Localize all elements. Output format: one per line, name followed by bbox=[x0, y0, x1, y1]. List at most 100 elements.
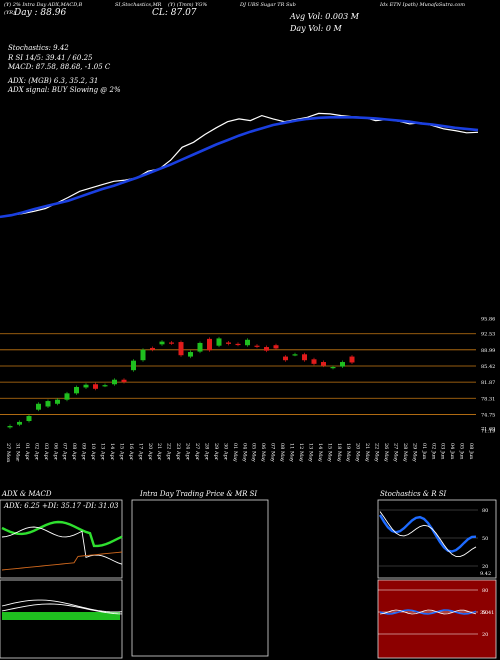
candle-body bbox=[178, 342, 184, 356]
date-tick-label: 27 Mon bbox=[5, 443, 11, 463]
date-tick-label: 17 Apr bbox=[137, 443, 143, 461]
candle-body bbox=[235, 343, 241, 346]
header-line-5: Idx ETN Ipath) MunafaSutra.com bbox=[380, 2, 465, 8]
date-tick-label: 30 Apr bbox=[222, 443, 228, 461]
date-tick-label: 15 May bbox=[326, 443, 332, 462]
date-tick-label: 16 Apr bbox=[128, 443, 134, 461]
price-line bbox=[0, 112, 479, 218]
header-line-2: SI,Stochastics,MR bbox=[115, 2, 162, 8]
price-level-label: 74.75 bbox=[481, 412, 495, 418]
day-price: Day : 88.96 bbox=[14, 8, 67, 18]
candle-body bbox=[169, 342, 174, 344]
rsi-line bbox=[379, 609, 477, 615]
date-tick-label: 13 Apr bbox=[100, 443, 106, 461]
date-tick-label: 01 Apr bbox=[24, 443, 30, 461]
date-tick-label: 13 May bbox=[307, 443, 313, 462]
date-tick-label: 03 Apr bbox=[43, 443, 49, 461]
adx-line bbox=[1, 551, 123, 571]
price-level-label: 95.86 bbox=[481, 317, 495, 323]
adx-macd-title: ADX & MACD bbox=[2, 490, 52, 498]
date-tick-label: 07 May bbox=[270, 443, 276, 462]
candle-body bbox=[159, 341, 165, 345]
adx-values: ADX: 6.25 +DI: 35.17 -DI: 31.03 bbox=[4, 502, 119, 510]
stoch-k-line bbox=[378, 514, 477, 553]
price-level-label: 78.31 bbox=[481, 396, 495, 402]
stoch-d-line bbox=[379, 511, 477, 558]
date-tick-label: 08 Jun bbox=[468, 443, 474, 460]
minus-di-line bbox=[1, 526, 123, 565]
rsi-level-label: 50 bbox=[482, 610, 488, 616]
date-tick-label: 26 May bbox=[383, 443, 389, 462]
date-tick-label: 28 May bbox=[402, 443, 408, 462]
price-level-label: 88.99 bbox=[481, 348, 495, 354]
date-tick-label: 14 Apr bbox=[109, 443, 115, 461]
date-tick-label: 01 Jun bbox=[421, 443, 427, 460]
candle-body bbox=[102, 385, 108, 387]
date-axis: 27 Mon 31 Mar 01 Apr 02 Apr 03 Apr 06 Apr 07 A… bbox=[5, 443, 474, 463]
date-tick-label: 02 Apr bbox=[33, 443, 39, 461]
date-tick-label: 21 May bbox=[364, 443, 370, 462]
rsi-level-label: 80 bbox=[482, 588, 488, 594]
candle-body bbox=[340, 362, 345, 367]
adx-panel-frame bbox=[0, 499, 123, 579]
date-tick-label: 20 Apr bbox=[147, 443, 153, 461]
date-tick-label: 27 Apr bbox=[194, 443, 200, 461]
candle-body bbox=[93, 384, 98, 389]
adx-label: ADX: (MGB) 6.3, 35.2, 31 bbox=[8, 77, 99, 85]
intraday-title: Intra Day Trading Price & MR SI bbox=[140, 490, 258, 498]
candle-body bbox=[197, 342, 203, 352]
candle-body bbox=[150, 347, 155, 350]
date-tick-label: 31 Mar bbox=[14, 443, 20, 462]
date-tick-label: 06 Apr bbox=[52, 443, 58, 461]
macd-label: MACD: 87.58, 88.68, -1.05 C bbox=[8, 63, 111, 71]
date-tick-label: 04 Jun bbox=[449, 443, 455, 460]
moving-average-line bbox=[0, 116, 479, 219]
date-tick-label: 18 May bbox=[336, 443, 342, 462]
stochastics-label: Stochastics: 9.42 bbox=[8, 44, 69, 52]
candle-body bbox=[140, 349, 146, 361]
header-line-1: (Y) 2% Intra Day ADX,MACD,B bbox=[4, 2, 83, 8]
candle-body bbox=[188, 352, 193, 357]
candle-body bbox=[112, 379, 117, 385]
candlestick-chart: 95.86 92.53 88.99 85.42 81.87 78.31 74.75 71.69… bbox=[0, 317, 495, 435]
candle-body bbox=[55, 399, 60, 404]
macd-histogram bbox=[2, 612, 120, 620]
date-tick-label: 08 Apr bbox=[71, 443, 77, 461]
candle-body bbox=[226, 342, 231, 344]
date-tick-label: 02 Jun bbox=[430, 443, 436, 460]
candle-body bbox=[26, 416, 32, 422]
candle-body bbox=[311, 359, 317, 364]
rsi-panel-frame bbox=[377, 579, 497, 659]
price-ma-line-chart bbox=[0, 112, 479, 219]
candle-body bbox=[131, 360, 136, 371]
date-tick-label: 29 May bbox=[411, 443, 417, 462]
day-prefix: (YR) bbox=[4, 10, 15, 16]
date-tick-label: 06 May bbox=[260, 443, 266, 462]
close-price: CL: 87.07 bbox=[152, 8, 197, 18]
stochastics-title: Stochastics & R SI bbox=[380, 490, 447, 498]
date-tick-label: 05 May bbox=[251, 443, 257, 462]
candle-body bbox=[254, 345, 260, 347]
price-level-label: 81.87 bbox=[481, 380, 495, 386]
date-tick-label: 09 Apr bbox=[81, 443, 87, 461]
rsi-last-value: 39.41 bbox=[480, 610, 494, 616]
date-tick-label: 08 May bbox=[279, 443, 285, 462]
date-tick-label: 22 Apr bbox=[166, 443, 172, 461]
candle-body bbox=[36, 403, 41, 410]
rsi-level-label: 20 bbox=[482, 632, 488, 638]
candle-body bbox=[245, 339, 250, 346]
price-level-label: 85.42 bbox=[481, 364, 495, 370]
date-tick-label: 29 Apr bbox=[213, 443, 219, 461]
date-tick-label: 14 May bbox=[317, 443, 323, 462]
date-tick-label: 12 May bbox=[298, 443, 304, 462]
candle-body bbox=[273, 345, 279, 349]
candle-body bbox=[207, 338, 212, 351]
date-tick-label: 04 May bbox=[241, 443, 247, 462]
date-tick-label: 11 May bbox=[289, 443, 295, 462]
stoch-level-label: 50 bbox=[482, 536, 488, 542]
rsi-label: R SI 14/5: 39.41 / 60.25 bbox=[8, 54, 93, 62]
candle-body bbox=[283, 356, 288, 361]
plus-di-line bbox=[1, 520, 123, 548]
